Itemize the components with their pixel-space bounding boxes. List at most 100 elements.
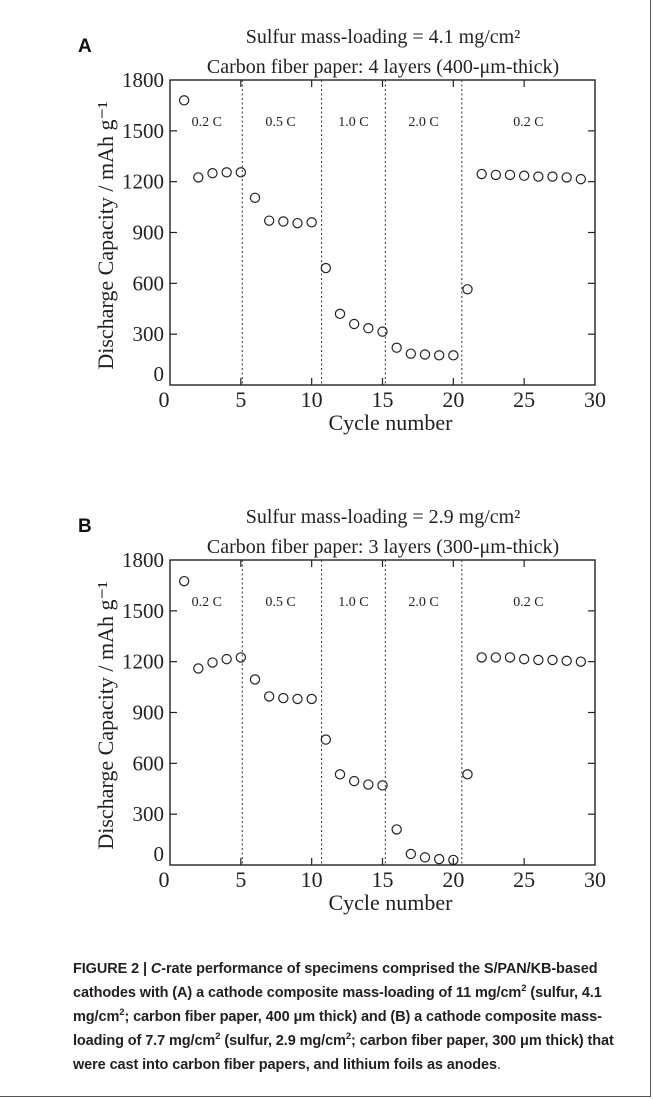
chart-panel-b: B Sulfur mass-loading = 2.9 mg/cm² Carbo… — [78, 506, 606, 915]
data-point — [433, 350, 445, 361]
x-tick-label: 25 — [513, 387, 535, 412]
y-tick-label: 1800 — [122, 548, 164, 572]
x-tick-label: 5 — [235, 387, 246, 412]
rate-label: 0.5 C — [265, 595, 295, 610]
data-point — [334, 769, 346, 780]
x-axis-label: Cycle number — [328, 890, 453, 915]
x-tick-label: 0 — [159, 387, 170, 412]
rate-label: 0.2 C — [513, 595, 543, 610]
data-point — [504, 652, 516, 663]
rate-label: 0.2 C — [192, 595, 222, 610]
x-tick-label: 15 — [372, 387, 394, 412]
rate-label: 2.0 C — [408, 115, 438, 130]
panel-label-a: A — [78, 36, 92, 57]
data-point — [320, 734, 332, 745]
y-axis-ticks: 0 300 600 900 1200 1500 1800 — [122, 548, 595, 866]
y-tick-label: 900 — [133, 701, 165, 725]
data-point — [476, 168, 487, 180]
rate-label: 0.2 C — [192, 115, 222, 130]
data-point — [249, 192, 261, 203]
data-point — [334, 308, 346, 320]
data-point — [490, 652, 502, 663]
data-point — [504, 169, 516, 181]
chart-subtitle: Carbon fiber paper: 4 layers (400-μm-thi… — [207, 56, 559, 78]
data-point — [533, 171, 544, 182]
y-tick-label: 1500 — [122, 599, 164, 623]
caption-text: -rate performance of specimens comprised… — [73, 961, 598, 1001]
data-point — [235, 652, 247, 663]
data-point — [235, 167, 247, 178]
data-point — [363, 323, 374, 334]
data-point — [306, 693, 317, 705]
caption-text: (sulfur, 2.9 mg/cm — [220, 1033, 346, 1049]
caption-text: ; carbon fiber paper, 400 μm thick) and … — [73, 1009, 602, 1049]
data-point — [405, 848, 417, 860]
data-point — [575, 656, 587, 667]
x-tick-label: 5 — [235, 867, 246, 892]
caption-superscript: 2 — [215, 1031, 221, 1043]
data-point — [448, 350, 459, 361]
rate-label: 0.2 C — [513, 115, 543, 130]
x-tick-label: 0 — [159, 867, 170, 892]
chart-title: Sulfur mass-loading = 2.9 mg/cm² — [246, 506, 520, 528]
data-point — [405, 348, 417, 359]
data-point — [476, 652, 487, 663]
rate-label: 2.0 C — [408, 595, 438, 610]
x-tick-label: 20 — [442, 867, 464, 892]
data-point — [462, 769, 473, 780]
data-point — [419, 349, 431, 360]
data-point — [207, 167, 218, 179]
caption-superscript: 2 — [345, 1031, 352, 1043]
y-tick-label: 0 — [154, 362, 165, 386]
x-tick-label: 30 — [584, 867, 606, 892]
data-point — [533, 654, 544, 666]
y-axis-ticks: 0 300 600 900 1200 1500 1800 — [122, 68, 595, 386]
rate-label: 1.0 C — [338, 115, 368, 130]
data-point — [278, 216, 289, 227]
data-point — [462, 284, 473, 295]
chart-title: Sulfur mass-loading = 4.1 mg/cm² — [246, 26, 520, 48]
x-axis-label: Cycle number — [328, 410, 453, 435]
caption-period: . — [496, 1057, 501, 1073]
x-tick-label: 15 — [372, 867, 394, 892]
chart-panel-a: A Sulfur mass-loading = 4.1 mg/cm² Carbo… — [78, 26, 606, 435]
data-point — [278, 692, 289, 704]
rate-separators — [241, 560, 463, 865]
data-point — [448, 854, 459, 866]
x-axis-ticks: 0 5 10 15 20 25 30 — [159, 80, 606, 412]
y-axis-label: Discharge Capacity / mAh g⁻¹ — [93, 581, 118, 849]
rate-label: 1.0 C — [338, 595, 368, 610]
data-point — [348, 318, 360, 330]
data-point — [249, 674, 261, 685]
caption-lead: FIGURE 2 | — [73, 961, 151, 977]
y-tick-label: 1800 — [122, 68, 164, 92]
data-point — [547, 654, 558, 666]
y-tick-label: 1200 — [122, 650, 164, 674]
chart-subtitle: Carbon fiber paper: 3 layers (300-μm-thi… — [207, 536, 559, 558]
caption-superscript: 2 — [521, 983, 527, 995]
data-points — [178, 95, 587, 361]
rate-label: 0.5 C — [265, 115, 295, 130]
x-tick-label: 30 — [584, 387, 606, 412]
data-point — [561, 655, 572, 667]
data-point — [263, 691, 275, 702]
data-point — [178, 575, 190, 587]
data-point — [518, 170, 530, 181]
caption-text: ; carbon fiber paper, 300 μm thick) that… — [73, 1033, 614, 1073]
data-point — [348, 775, 360, 787]
data-point — [575, 173, 587, 185]
data-point — [518, 653, 530, 665]
data-point — [193, 663, 204, 674]
y-tick-label: 1500 — [122, 119, 164, 143]
data-point — [263, 215, 275, 226]
caption-superscript: 2 — [119, 1007, 125, 1019]
x-tick-label: 20 — [442, 387, 464, 412]
data-point — [377, 326, 388, 337]
x-tick-label: 25 — [513, 867, 535, 892]
data-point — [391, 342, 402, 353]
y-tick-label: 900 — [133, 221, 165, 245]
y-tick-label: 0 — [154, 842, 165, 866]
panel-label-b: B — [78, 516, 92, 537]
data-points — [178, 575, 587, 866]
data-point — [433, 853, 445, 865]
